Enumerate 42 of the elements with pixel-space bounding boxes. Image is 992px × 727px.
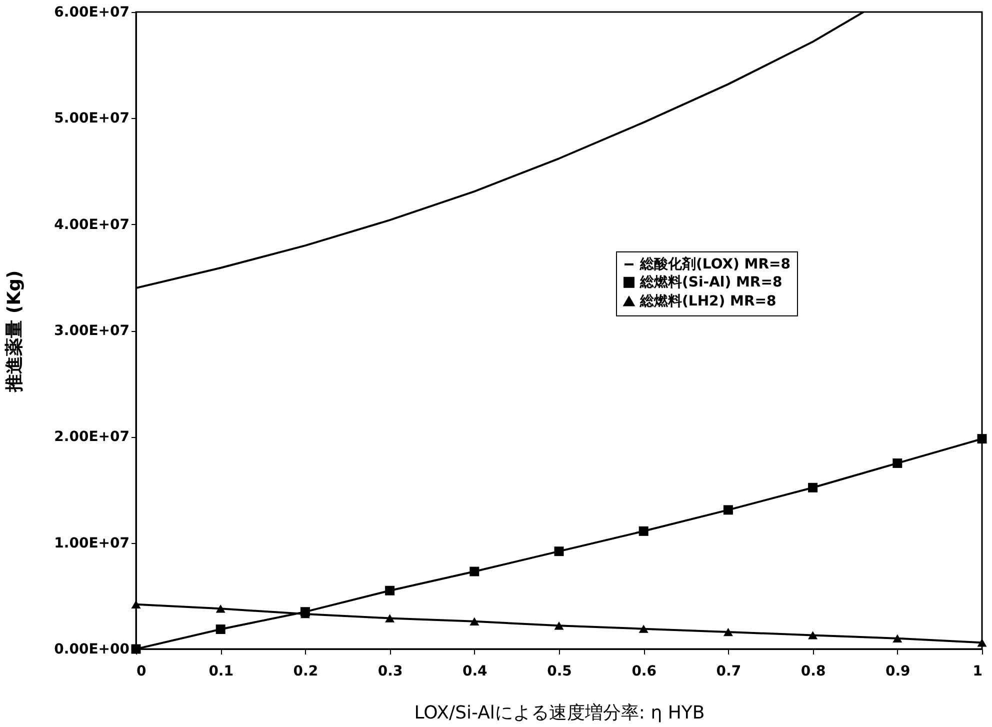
x-tick-label: 0.2 (293, 664, 318, 680)
point (638, 624, 648, 633)
legend-label: 総燃料(Si-Al) MR=8 (639, 274, 782, 290)
point (892, 458, 902, 468)
point (216, 604, 226, 613)
y-tick-label: 6.00E+07 (54, 4, 130, 20)
x-tick-label: 0.4 (462, 664, 488, 680)
point (892, 634, 902, 642)
point (385, 586, 395, 596)
point (808, 631, 818, 640)
x-tick-label: 0 (136, 664, 146, 680)
point (131, 600, 141, 609)
y-tick-label: 3.00E+07 (54, 323, 130, 339)
x-tick-label: 0.6 (632, 664, 657, 680)
point (638, 526, 648, 536)
point (977, 434, 987, 444)
x-tick-label: 0.7 (716, 664, 742, 680)
y-axis-title: 推進薬量 (Kg) (4, 270, 26, 393)
point (723, 628, 733, 636)
point (385, 614, 395, 622)
legend-label: 総酸化剤(LOX) MR=8 (639, 255, 790, 272)
x-axis-title: LOX/Si-Alによる速度増分率: η HYB (414, 702, 705, 724)
point (470, 566, 480, 576)
y-tick-label: 4.00E+07 (54, 216, 130, 233)
legend-label: 総燃料(LH2) MR=8 (639, 293, 776, 310)
y-tick-label: 5.00E+07 (54, 110, 130, 127)
point (216, 624, 226, 634)
x-tick-label: 0.8 (800, 664, 826, 680)
x-tick-label: 1 (972, 664, 982, 680)
point (554, 622, 564, 630)
point (723, 505, 733, 515)
x-tick-label: 0.3 (378, 664, 403, 680)
point (808, 482, 818, 492)
x-tick-label: 0.9 (885, 664, 910, 680)
x-tick-label: 0.5 (547, 664, 572, 680)
point (977, 638, 987, 647)
y-tick-label: 1.00E+07 (54, 535, 130, 552)
point (470, 617, 480, 626)
x-tick-label: 0.1 (208, 664, 234, 680)
y-tick-label: 2.00E+07 (54, 429, 130, 446)
y-tick-label: 0.00E+00 (54, 642, 130, 658)
point (554, 546, 564, 556)
